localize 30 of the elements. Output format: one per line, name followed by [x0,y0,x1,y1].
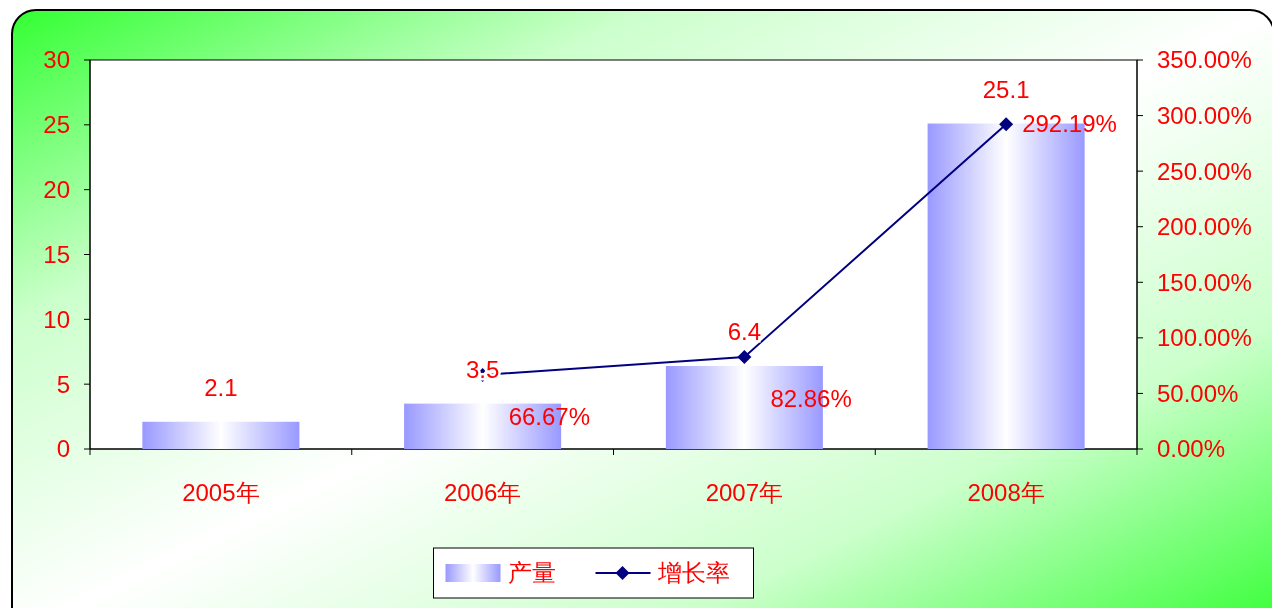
y2-tick-label: 0.00% [1157,435,1226,463]
y-tick-label: 10 [43,305,70,333]
y2-tick-label: 250.00% [1157,157,1252,185]
point [999,117,1014,132]
y2-tick-label: 150.00% [1157,268,1252,296]
data-label: 6.4 [727,318,762,346]
y2-tick-label: 50.00% [1157,379,1239,407]
y2-tick-label: 300.00% [1157,101,1252,129]
y-tick-label: 25 [43,111,70,139]
data-label: 82.86% [770,384,852,412]
x-tick-label: 2005年 [182,479,260,506]
point [737,349,752,364]
data-label: 25.1 [982,75,1030,103]
bar [142,421,300,449]
y-tick-label: 5 [56,370,70,398]
y2-tick-label: 350.00% [1157,46,1252,74]
legend-label: 产量 [507,559,556,587]
y2-tick-label: 200.00% [1157,213,1252,241]
x-tick-label: 2008年 [967,479,1045,506]
data-label: 66.67% [508,402,591,430]
y-tick-label: 30 [43,46,70,74]
legend-label: 增长率 [656,559,730,587]
y-tick-label: 15 [43,240,70,268]
data-label: 292.19% [1022,110,1117,138]
y-tick-label: 20 [43,176,70,204]
data-label: 2.1 [204,373,238,401]
x-tick-label: 2006年 [443,479,522,506]
x-tick-label: 2007年 [705,479,784,506]
y2-tick-label: 100.00% [1157,324,1252,352]
y-tick-label: 0 [56,435,70,463]
